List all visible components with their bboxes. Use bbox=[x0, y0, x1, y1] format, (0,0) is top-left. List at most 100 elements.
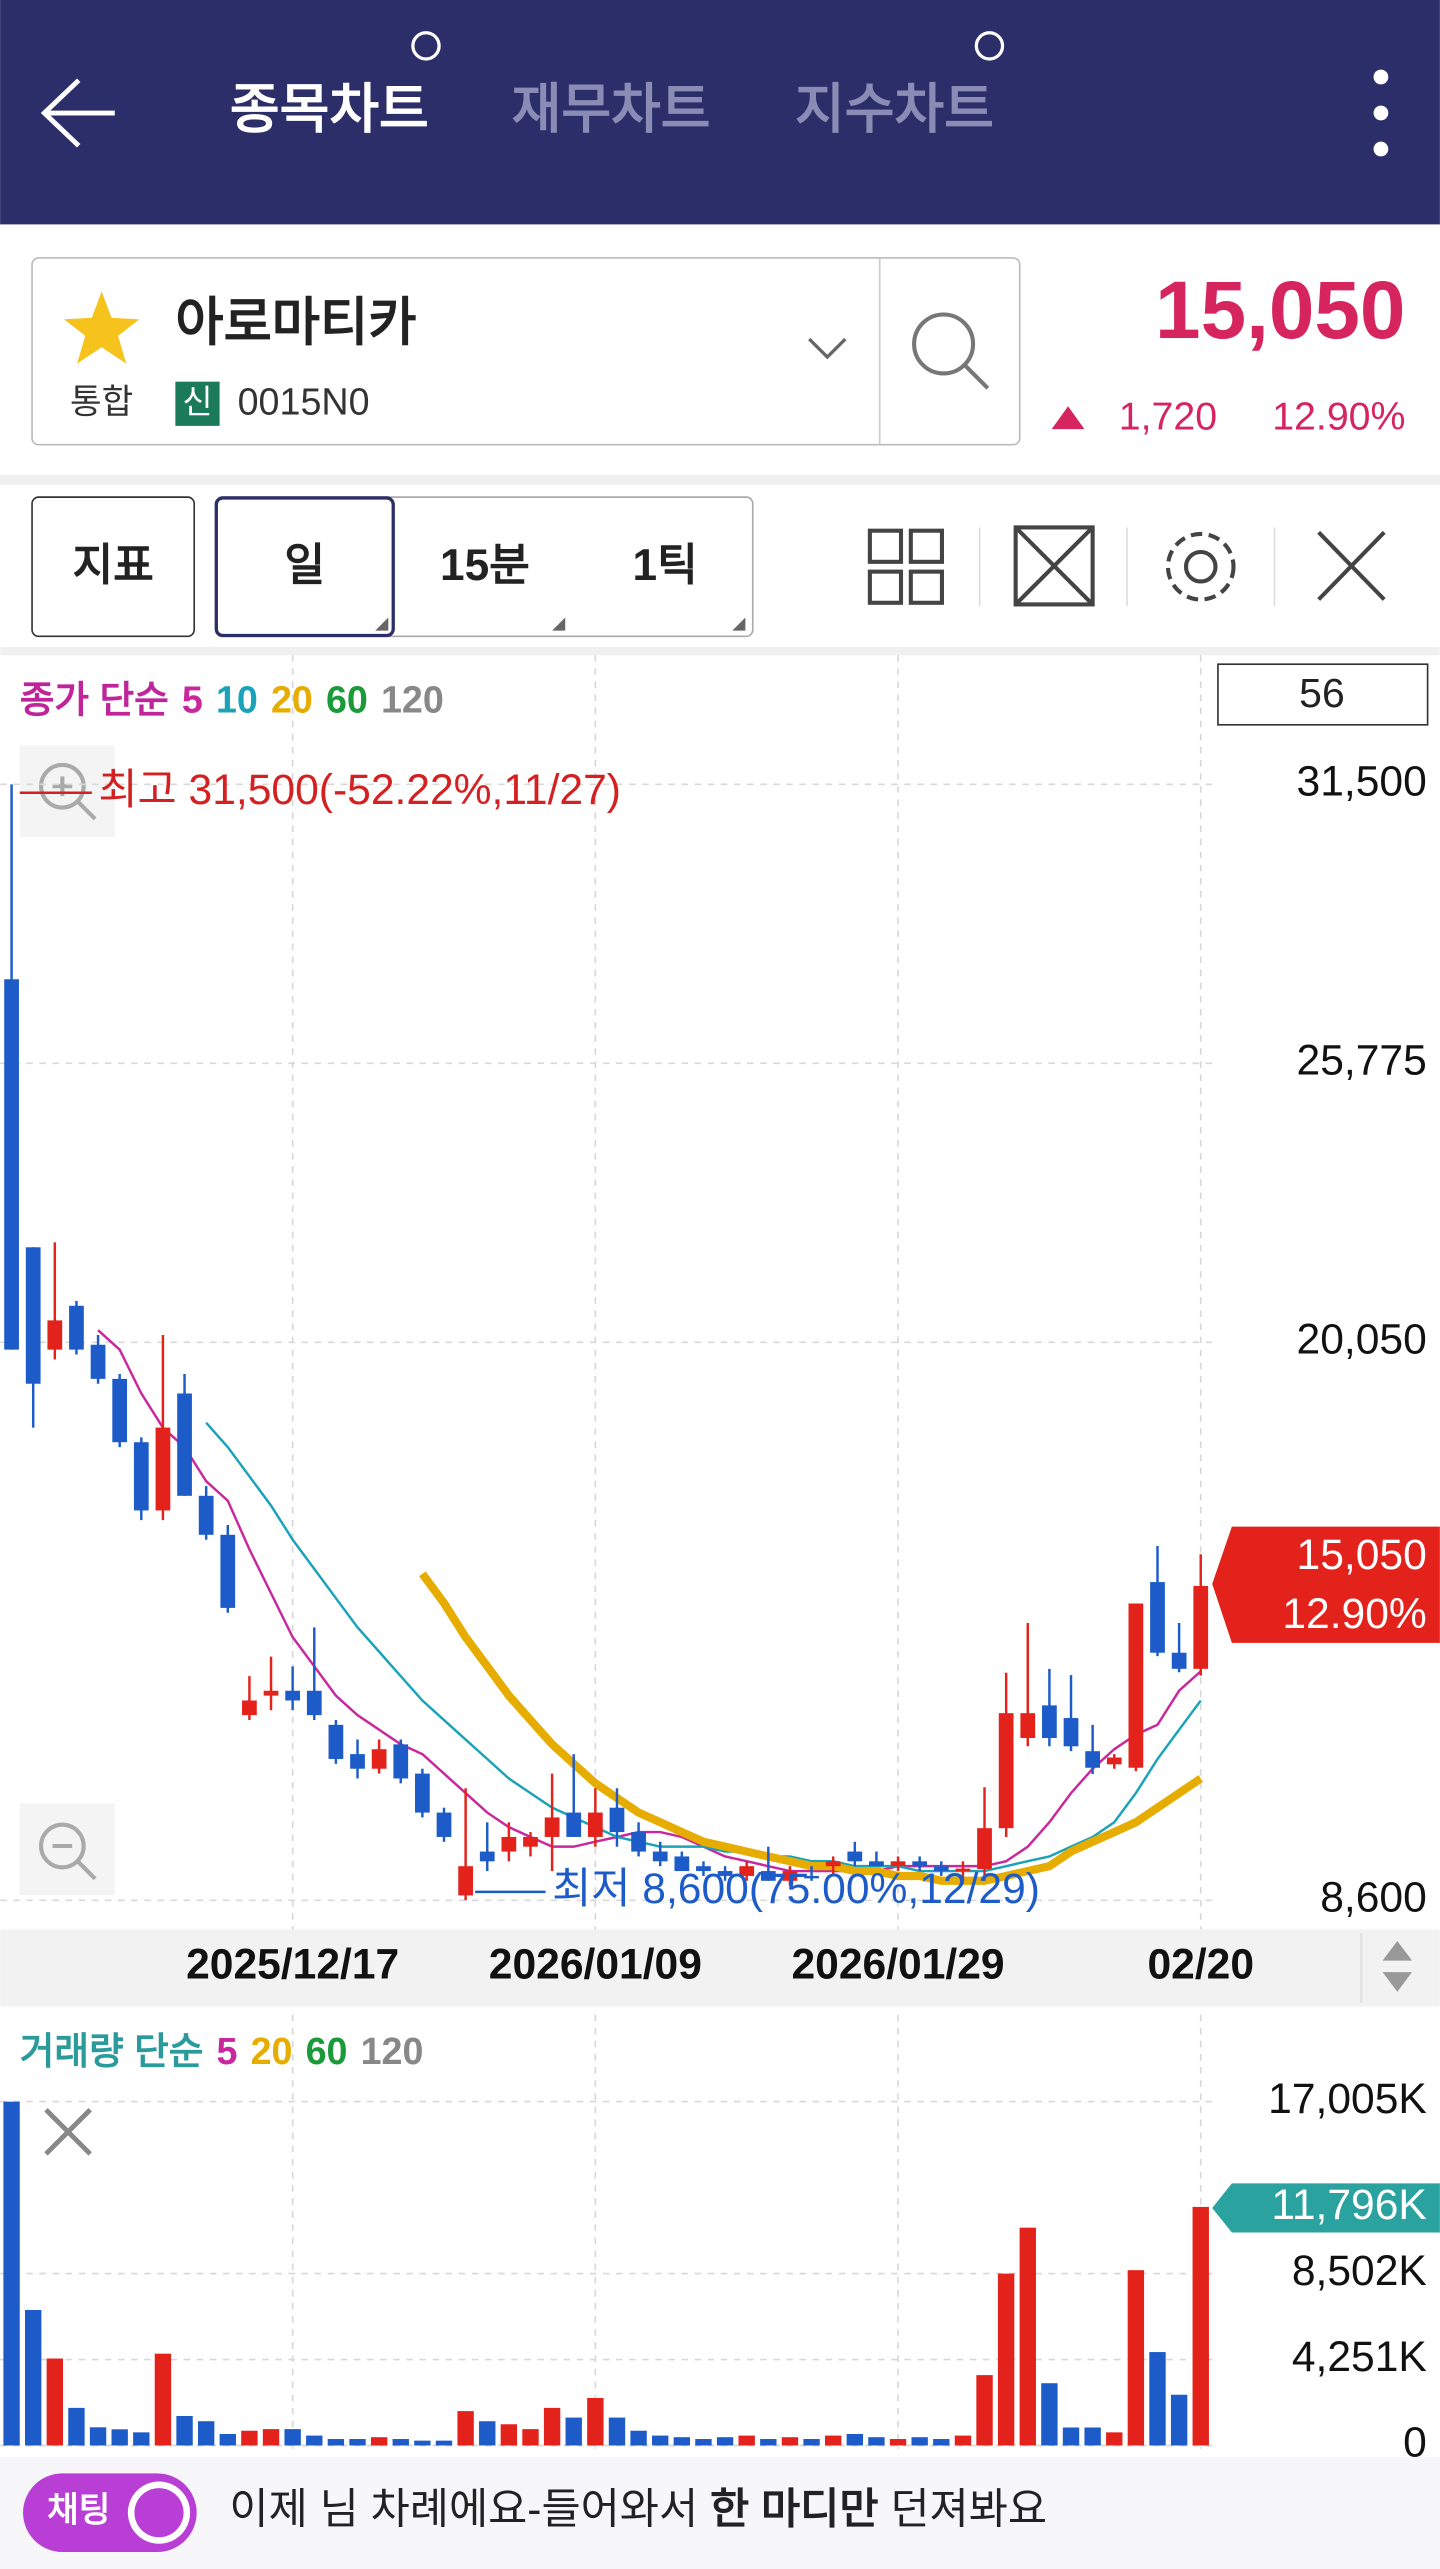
candle-body bbox=[112, 1378, 128, 1443]
period-selected[interactable] bbox=[214, 496, 395, 638]
candle-body bbox=[631, 1832, 646, 1852]
volume-bar bbox=[3, 2101, 20, 2446]
volume-bar bbox=[1106, 2432, 1123, 2446]
last-volume-label: 11,796K bbox=[1271, 2181, 1426, 2229]
volume-bar bbox=[997, 2273, 1015, 2446]
volume-bar bbox=[543, 2407, 561, 2446]
change-rate: 12.90% bbox=[1272, 395, 1405, 439]
dropdown[interactable] bbox=[808, 337, 847, 360]
candle-body bbox=[415, 1773, 430, 1813]
volume-bar bbox=[1041, 2383, 1058, 2446]
volume-bar bbox=[565, 2417, 582, 2446]
tools-button[interactable] bbox=[1317, 530, 1386, 601]
candle-body bbox=[890, 1861, 906, 1867]
settings-button[interactable] bbox=[1165, 531, 1236, 602]
scroll-button[interactable] bbox=[1382, 1941, 1413, 1992]
price-flag bbox=[1212, 1526, 1440, 1643]
volume-bar bbox=[868, 2437, 885, 2446]
candle-body bbox=[69, 1305, 84, 1350]
chat-icon bbox=[134, 2488, 184, 2538]
candle-body bbox=[587, 1812, 603, 1837]
badge: 신 bbox=[182, 383, 212, 420]
candle-body bbox=[285, 1690, 301, 1701]
stock-name: 아로마티카 bbox=[175, 294, 416, 352]
candle-body bbox=[977, 1828, 992, 1870]
icon bbox=[411, 31, 441, 61]
candle-body bbox=[825, 1861, 841, 1867]
back-button[interactable] bbox=[40, 78, 115, 148]
volume-bar bbox=[414, 2440, 431, 2446]
volume-bar bbox=[46, 2358, 64, 2446]
legend-item: 60 bbox=[306, 2030, 348, 2072]
volume-bar bbox=[954, 2435, 972, 2446]
last-rate-label: 12.90% bbox=[1282, 1590, 1426, 1638]
y-tick-label: 8,600 bbox=[1320, 1874, 1427, 1922]
stock-box[interactable] bbox=[31, 257, 1021, 446]
candle-body bbox=[1150, 1582, 1165, 1653]
candle-body bbox=[350, 1754, 365, 1769]
zoom-out[interactable] bbox=[19, 1803, 115, 1896]
chat-text: 던져봐요 bbox=[879, 2486, 1048, 2534]
volume-bar bbox=[25, 2309, 42, 2446]
y-tick-label: 8,502K bbox=[1292, 2247, 1427, 2295]
legend-item: 5 bbox=[182, 679, 203, 721]
volume-bar bbox=[738, 2435, 755, 2446]
more-button[interactable] bbox=[1373, 69, 1389, 157]
candle-body bbox=[912, 1861, 928, 1867]
volume-bar bbox=[89, 2427, 107, 2446]
candle-body bbox=[220, 1534, 236, 1608]
candle-body bbox=[696, 1866, 711, 1872]
volume-bar bbox=[587, 2397, 604, 2446]
candle-body bbox=[1020, 1713, 1036, 1739]
ma-line bbox=[97, 1329, 1202, 1873]
volume-bar bbox=[111, 2429, 128, 2446]
legend-title: 거래량 단순 bbox=[20, 2030, 204, 2072]
tab[interactable]: 지수차트 bbox=[795, 79, 994, 139]
period[interactable]: 1틱 bbox=[632, 541, 697, 590]
candle-body bbox=[177, 1393, 192, 1496]
indicator-button[interactable] bbox=[31, 496, 196, 638]
volume-bar bbox=[435, 2440, 453, 2446]
volume-bar bbox=[327, 2439, 345, 2446]
candle-body bbox=[566, 1812, 582, 1837]
volume-bar bbox=[608, 2417, 626, 2446]
fullscreen-button[interactable] bbox=[1013, 525, 1095, 607]
candle-body bbox=[242, 1700, 257, 1716]
candle-body bbox=[306, 1690, 322, 1716]
candle-body bbox=[523, 1836, 538, 1847]
volume-bar bbox=[824, 2435, 842, 2446]
candle-body bbox=[544, 1817, 560, 1837]
x-axis-band bbox=[0, 1929, 1440, 2007]
volume-bar bbox=[68, 2407, 85, 2446]
candle-body bbox=[1085, 1751, 1101, 1768]
tab-active[interactable]: 종목차트 bbox=[230, 79, 429, 139]
indicator-label: 지표 bbox=[72, 541, 153, 590]
legend-item: 20 bbox=[251, 2030, 293, 2072]
candle-body bbox=[47, 1320, 63, 1350]
candle-body bbox=[1063, 1718, 1079, 1747]
period[interactable]: 15분 bbox=[440, 541, 530, 590]
candle-body bbox=[609, 1807, 625, 1833]
candle-body bbox=[458, 1866, 473, 1896]
volume-bar bbox=[1062, 2427, 1080, 2446]
volume-bar bbox=[716, 2437, 734, 2446]
layout-button[interactable] bbox=[867, 528, 944, 605]
tab[interactable]: 재무차트 bbox=[512, 79, 711, 139]
y-tick-label: 17,005K bbox=[1268, 2075, 1427, 2123]
search-button[interactable] bbox=[912, 312, 990, 390]
favorite-star[interactable] bbox=[63, 291, 140, 364]
legend-item: 60 bbox=[326, 679, 368, 721]
candle-body bbox=[804, 1875, 819, 1879]
last-price-label: 15,050 bbox=[1297, 1531, 1427, 1579]
stock-code: 0015N0 bbox=[238, 381, 370, 423]
volume-bar bbox=[846, 2433, 863, 2446]
close-button[interactable] bbox=[44, 2107, 92, 2156]
volume-bar bbox=[262, 2429, 280, 2446]
candle-body bbox=[998, 1713, 1014, 1829]
separator bbox=[0, 475, 1440, 485]
candle-body bbox=[674, 1856, 690, 1872]
volume-bar bbox=[500, 2424, 518, 2446]
candle-body bbox=[652, 1851, 668, 1862]
zoom-in[interactable] bbox=[19, 745, 115, 838]
period[interactable]: 일 bbox=[284, 541, 325, 590]
